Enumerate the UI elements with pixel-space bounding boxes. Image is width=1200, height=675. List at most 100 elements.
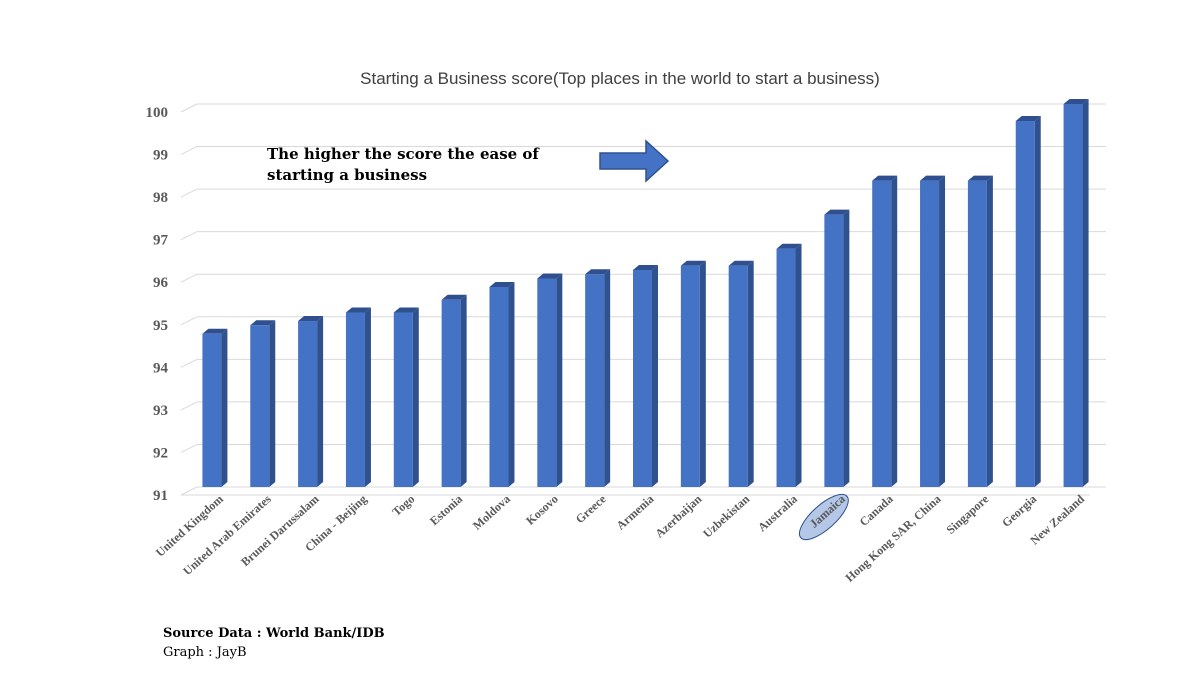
gridline-depth (180, 188, 198, 198)
x-tick-label: Singapore (944, 491, 992, 537)
annotation-line-2: starting a business (267, 166, 427, 184)
gridline-depth (180, 103, 198, 113)
bars (202, 99, 1089, 488)
bar-side (699, 260, 706, 487)
bar-top (298, 316, 324, 322)
bar-side (795, 243, 802, 487)
bar-top (393, 307, 419, 313)
bar-front (298, 321, 318, 487)
bar-front (489, 286, 509, 487)
bar-top (345, 307, 371, 313)
gridline-depth (180, 486, 198, 496)
x-tick-label: Greece (573, 491, 609, 526)
bar-top (537, 273, 563, 279)
x-tick-label: Togo (389, 492, 417, 519)
bar-front (1063, 104, 1083, 487)
bar-side (317, 316, 324, 487)
gridline-depth (180, 443, 198, 453)
bar-front (633, 269, 652, 487)
bar-side (1034, 116, 1041, 488)
bar-top (728, 260, 754, 266)
y-tick-label: 97 (153, 233, 169, 249)
y-axis-ticks: 91 92 93 94 95 96 97 98 99 100 (146, 105, 169, 504)
x-tick-label: Canada (857, 492, 896, 529)
bar-side (986, 175, 993, 487)
x-tick-label: Uzbekistan (700, 492, 752, 541)
bar-top (1063, 99, 1089, 104)
bar-front (250, 325, 270, 487)
bar-top (250, 320, 276, 326)
annotation: The higher the score the ease of startin… (267, 139, 670, 184)
y-tick-label: 94 (153, 360, 169, 376)
bar-top (776, 243, 802, 249)
bar (202, 328, 228, 487)
bar (633, 264, 658, 487)
bar (393, 307, 419, 487)
x-tick-label: United Arab Emirates (180, 492, 274, 578)
bar-top (1015, 116, 1041, 122)
bar-side (891, 175, 898, 487)
bar-top (633, 264, 658, 270)
x-tick-label: Estonia (427, 492, 465, 528)
bar-front (202, 333, 222, 487)
bar-side (843, 209, 850, 487)
bar (250, 320, 276, 487)
bar-side (221, 328, 228, 487)
chart-title: Starting a Business score(Top places in … (360, 69, 880, 88)
y-tick-label: 99 (153, 148, 168, 164)
bar-front (824, 214, 844, 487)
bar-front (393, 312, 413, 487)
bar (920, 175, 946, 487)
bar (585, 269, 611, 487)
bar (967, 175, 993, 487)
bar-side (604, 269, 611, 487)
credit-text: Graph : JayB (163, 645, 247, 660)
gridline-depth (180, 316, 198, 326)
bar-front (920, 180, 940, 487)
bar (872, 175, 898, 487)
bar (728, 260, 754, 487)
bar-top (489, 281, 515, 287)
bar (489, 281, 515, 487)
bar-top (967, 175, 993, 181)
bar (441, 294, 467, 487)
bar (824, 209, 850, 487)
source-text: Source Data : World Bank/IDB (163, 626, 385, 641)
bar-side (1082, 99, 1089, 487)
x-tick-label: Hong Kong SAR, China (843, 492, 944, 585)
annotation-line-1: The higher the score the ease of (267, 145, 540, 163)
gridline-depth (180, 146, 198, 156)
bar-side (747, 260, 754, 487)
y-tick-label: 100 (146, 105, 169, 121)
bar-front (345, 312, 365, 487)
bar-top (872, 175, 898, 181)
bar-top (920, 175, 946, 181)
y-tick-label: 93 (153, 403, 168, 419)
bar-side (556, 273, 563, 487)
y-tick-label: 95 (153, 318, 168, 334)
bar-front (585, 274, 605, 487)
gridline-depth (180, 273, 198, 283)
highlight-ellipse (798, 493, 849, 541)
bar-front (872, 180, 892, 487)
bar-front (680, 265, 700, 487)
bar (345, 307, 371, 487)
bar-side (412, 307, 419, 487)
bar (776, 243, 802, 487)
bar-side (652, 264, 658, 487)
footer: Source Data : World Bank/IDB Graph : Jay… (163, 624, 385, 662)
bar-side (939, 175, 946, 487)
bar-front (441, 299, 461, 487)
y-tick-label: 96 (153, 275, 169, 291)
y-tick-label: 98 (153, 190, 168, 206)
bar-top (202, 328, 228, 334)
bar (298, 316, 324, 487)
x-tick-label: Azerbaijan (652, 492, 704, 541)
x-tick-label: Australia (755, 492, 800, 535)
bar-front (967, 180, 987, 487)
bar (1063, 99, 1089, 487)
bar-front (537, 278, 557, 487)
bar-top (680, 260, 706, 266)
